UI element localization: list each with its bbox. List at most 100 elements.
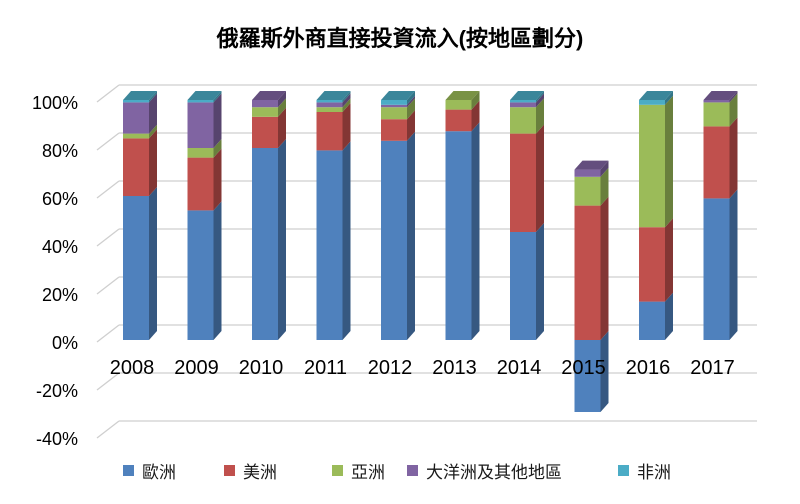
bar-segment-side	[536, 223, 544, 340]
bar-segment-side	[213, 93, 222, 148]
bar-segment-side	[278, 107, 286, 148]
bar-segment-亞洲	[187, 148, 214, 158]
bar-segment-side	[213, 91, 222, 103]
bar-segment-亞洲	[316, 107, 343, 112]
bar-2017	[703, 91, 738, 340]
bar-top-face	[639, 91, 673, 100]
bar-segment-亞洲	[381, 107, 407, 120]
bar-segment-美洲	[123, 138, 149, 196]
bar-segment-亞洲	[703, 102, 730, 127]
legend-swatch-icon	[618, 465, 629, 476]
bar-segment-side	[600, 167, 609, 206]
gridline-depth	[96, 276, 120, 295]
bar-segment-亞洲	[123, 133, 149, 139]
bar-segment-side	[407, 91, 415, 105]
bar-segment-大洋洲及其他地區	[574, 169, 601, 177]
bar-segment-side	[729, 91, 738, 103]
bar-segment-歐洲	[574, 340, 601, 412]
legend-label: 非洲	[637, 463, 671, 482]
bar-segment-亞洲	[445, 100, 472, 110]
y-axis-label: 60%	[42, 189, 78, 209]
bar-segment-side	[729, 117, 738, 199]
bar-top-face	[123, 91, 157, 100]
x-axis-label: 2008	[110, 357, 155, 379]
bar-segment-side	[342, 103, 351, 151]
bar-segment-美洲	[316, 112, 343, 151]
legend-item-美洲: 美洲	[224, 458, 277, 483]
x-axis-label: 2012	[368, 357, 413, 379]
bar-segment-亞洲	[252, 107, 278, 117]
bar-segment-side	[471, 122, 480, 340]
x-axis-label: 2010	[239, 357, 284, 379]
bar-segment-美洲	[574, 205, 601, 340]
x-axis-label: 2013	[432, 357, 477, 379]
bar-segment-side	[536, 93, 544, 108]
bar-top-face	[252, 91, 286, 100]
bar-segment-side	[600, 160, 609, 177]
gridline-depth	[96, 180, 120, 199]
y-axis-label: 80%	[42, 141, 78, 161]
y-axis-label: 0%	[52, 333, 78, 353]
bar-segment-side	[342, 91, 351, 103]
bar-segment-side	[342, 141, 351, 340]
bar-segment-side	[149, 129, 157, 196]
bar-2011	[316, 91, 351, 340]
bar-segment-非洲	[316, 100, 343, 103]
bar-segment-美洲	[381, 119, 407, 141]
gridline-depth	[96, 420, 120, 439]
y-axis-label: 20%	[42, 285, 78, 305]
bar-segment-歐洲	[123, 196, 149, 340]
bar-segment-side	[407, 110, 415, 141]
bar-2016	[639, 91, 673, 340]
legend-swatch-icon	[123, 465, 134, 476]
bar-segment-歐洲	[703, 198, 730, 340]
bar-top-face	[316, 91, 351, 100]
bar-2014	[510, 91, 544, 340]
bar-segment-美洲	[252, 116, 278, 148]
bar-segment-side	[278, 139, 286, 340]
y-axis-label: -40%	[36, 429, 78, 449]
gridline-depth	[96, 132, 120, 151]
bar-segment-美洲	[510, 133, 536, 232]
bar-segment-美洲	[639, 227, 665, 302]
legend-swatch-icon	[332, 465, 343, 476]
bar-top-face	[445, 91, 480, 100]
bar-segment-亞洲	[574, 176, 601, 206]
gridline-depth	[96, 372, 120, 391]
legend-item-大洋洲及其他地區: 大洋洲及其他地區	[407, 458, 562, 483]
bar-segment-非洲	[187, 100, 214, 103]
bar-2015	[574, 160, 609, 412]
legend-swatch-icon	[407, 465, 418, 476]
bar-segment-亞洲	[510, 107, 536, 134]
bar-segment-side	[665, 218, 673, 302]
bar-segment-side	[213, 148, 222, 211]
bar-segment-side	[213, 201, 222, 340]
bar-segment-side	[407, 95, 415, 108]
bar-segment-大洋洲及其他地區	[381, 104, 407, 108]
bar-segment-side	[278, 98, 286, 117]
bar-segment-亞洲	[639, 104, 665, 228]
bar-segment-side	[149, 93, 157, 134]
y-axis-label: 40%	[42, 237, 78, 257]
bar-segment-side	[149, 124, 157, 139]
legend-item-非洲: 非洲	[618, 458, 671, 483]
bar-segment-大洋洲及其他地區	[510, 102, 536, 108]
x-axis-label: 2009	[174, 357, 219, 379]
bar-segment-大洋洲及其他地區	[252, 100, 278, 108]
bar-2013	[445, 91, 480, 340]
bar-segment-歐洲	[445, 131, 472, 340]
legend-label: 大洋洲及其他地區	[426, 463, 562, 482]
y-axis-label: -20%	[36, 381, 78, 401]
bar-segment-歐洲	[252, 148, 278, 340]
bar-segment-美洲	[187, 157, 214, 211]
bar-segment-side	[665, 91, 673, 105]
bar-segment-side	[149, 187, 157, 340]
bar-segment-歐洲	[381, 140, 407, 340]
bar-segment-大洋洲及其他地區	[316, 102, 343, 108]
bar-segment-非洲	[639, 100, 665, 105]
bar-segment-歐洲	[510, 232, 536, 340]
bar-segment-side	[600, 196, 609, 340]
bar-segment-大洋洲及其他地區	[187, 102, 214, 148]
chart-title: 俄羅斯外商直接投資流入(按地區劃分)	[216, 26, 584, 51]
